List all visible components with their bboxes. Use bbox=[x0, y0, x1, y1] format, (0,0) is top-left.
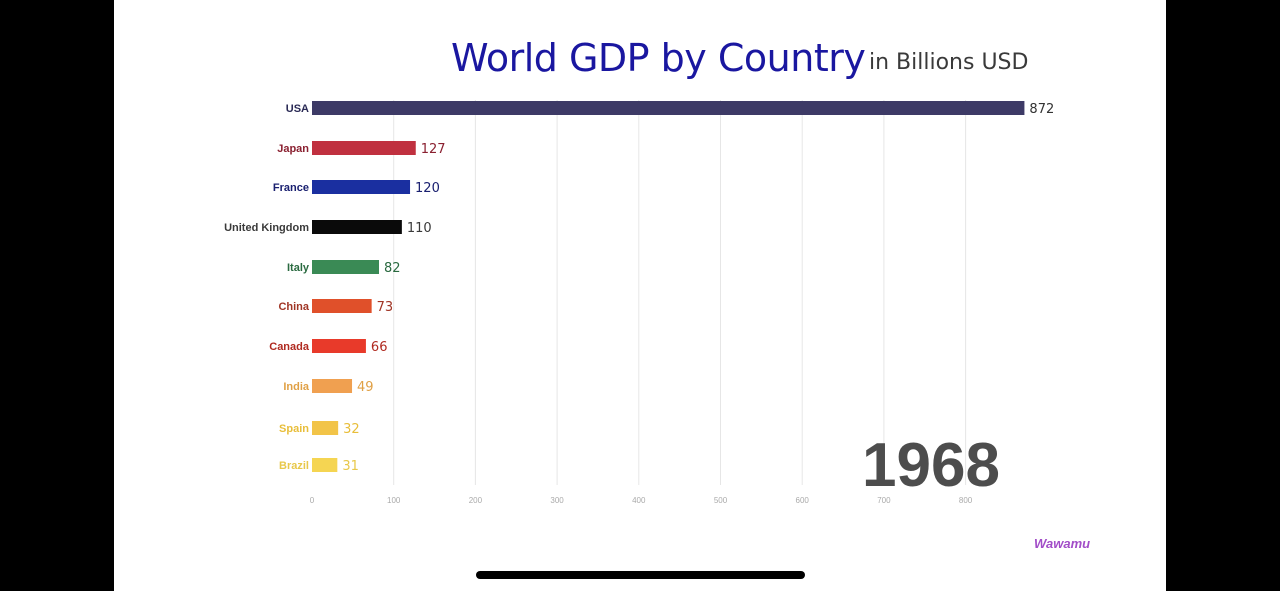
year-label: 1968 bbox=[862, 431, 1000, 500]
value-label: 110 bbox=[407, 221, 432, 236]
value-label: 73 bbox=[377, 300, 394, 315]
bar bbox=[312, 141, 416, 155]
bar bbox=[312, 299, 372, 313]
watermark-logo: Wawamu bbox=[1034, 536, 1091, 551]
bar bbox=[312, 421, 339, 435]
bar bbox=[312, 458, 338, 472]
x-tick-label: 400 bbox=[632, 496, 646, 505]
bar bbox=[312, 379, 353, 393]
bar bbox=[312, 180, 411, 194]
category-label: France bbox=[273, 182, 309, 194]
value-label: 872 bbox=[1029, 102, 1054, 117]
x-tick-label: 500 bbox=[714, 496, 728, 505]
value-label: 32 bbox=[343, 422, 360, 437]
category-label: Japan bbox=[277, 143, 309, 155]
x-tick-label: 700 bbox=[877, 496, 891, 505]
x-tick-label: 300 bbox=[550, 496, 564, 505]
home-indicator[interactable] bbox=[476, 571, 805, 579]
value-label: 49 bbox=[357, 380, 374, 395]
category-label: United Kingdom bbox=[224, 222, 309, 234]
video-frame: 0 100 200 300 400 500 600 700 800 USA 872 Japan 127 F… bbox=[114, 0, 1166, 591]
value-label: 66 bbox=[371, 340, 388, 355]
chart-subtitle: in Billions USD bbox=[869, 50, 1029, 75]
bar bbox=[312, 260, 379, 274]
category-label: India bbox=[283, 381, 310, 393]
value-label: 120 bbox=[415, 181, 440, 196]
x-tick-label: 800 bbox=[959, 496, 973, 505]
category-label: Italy bbox=[287, 262, 310, 274]
category-label: Spain bbox=[279, 423, 309, 435]
category-label: Brazil bbox=[279, 460, 309, 472]
category-label: USA bbox=[286, 103, 309, 115]
category-label: Canada bbox=[269, 341, 310, 353]
x-tick-label: 0 bbox=[310, 496, 315, 505]
chart-title: World GDP by Country bbox=[451, 36, 866, 80]
value-label: 31 bbox=[342, 459, 359, 474]
bar bbox=[312, 220, 402, 234]
bar-chart: 0 100 200 300 400 500 600 700 800 USA 872 Japan 127 F… bbox=[224, 100, 1054, 505]
bar bbox=[312, 339, 366, 353]
x-tick-label: 100 bbox=[387, 496, 401, 505]
category-label: China bbox=[278, 301, 309, 313]
bar bbox=[312, 101, 1025, 115]
value-label: 82 bbox=[384, 261, 401, 276]
x-tick-label: 200 bbox=[469, 496, 483, 505]
x-tick-label: 600 bbox=[796, 496, 810, 505]
value-label: 127 bbox=[421, 142, 446, 157]
